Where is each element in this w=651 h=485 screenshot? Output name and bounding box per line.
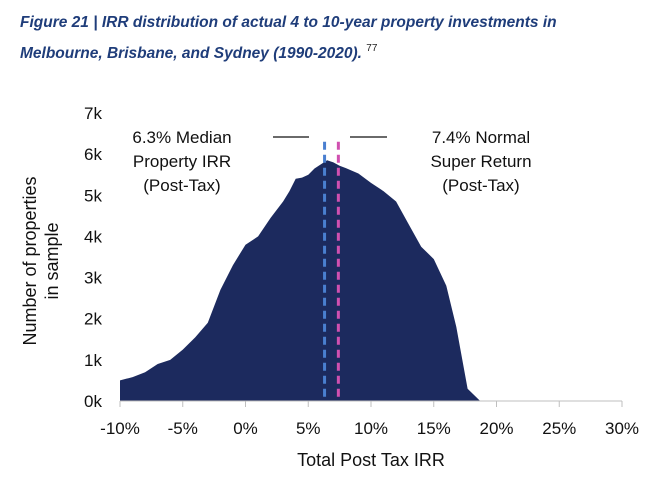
y-axis-title-line: Number of properties	[20, 176, 40, 345]
caption-footnote: 77	[366, 43, 378, 54]
y-tick-label: 0k	[84, 392, 102, 411]
y-tick-label: 3k	[84, 269, 102, 288]
x-axis-title: Total Post Tax IRR	[297, 450, 445, 470]
y-tick-label: 7k	[84, 104, 102, 123]
x-tick-label: -10%	[100, 419, 140, 438]
x-tick-label: 25%	[542, 419, 576, 438]
tick-labels: -10% -5% 0% 5% 10% 15% 20% 25% 30% 0k 1k 2k 3k 4k 5k 6k…	[84, 104, 639, 438]
x-tick-label: 0%	[233, 419, 258, 438]
figure-caption: Figure 21 | IRR distribution of actual 4…	[20, 10, 640, 67]
caption-text: Figure 21 | IRR distribution of actual 4…	[20, 14, 557, 62]
area-series-properties	[120, 160, 491, 401]
median-annotation-line: (Post-Tax)	[143, 176, 220, 195]
x-tick-label: 30%	[605, 419, 639, 438]
y-tick-label: 5k	[84, 186, 102, 205]
x-tick-label: 15%	[417, 419, 451, 438]
x-tick-label: -5%	[168, 419, 198, 438]
y-tick-label: 6k	[84, 145, 102, 164]
y-tick-label: 2k	[84, 310, 102, 329]
x-tick-label: 10%	[354, 419, 388, 438]
annotations: 6.3% Median Property IRR (Post-Tax) 7.4% No…	[132, 128, 531, 195]
super-annotation-line: Super Return	[430, 152, 531, 171]
area-layer	[120, 160, 491, 401]
reference-lines	[323, 141, 340, 401]
x-tick-label: 20%	[479, 419, 513, 438]
super-annotation-line: (Post-Tax)	[442, 176, 519, 195]
y-axis-title-line: in sample	[42, 222, 62, 299]
y-tick-label: 4k	[84, 227, 102, 246]
x-tick-label: 5%	[296, 419, 321, 438]
axes	[119, 400, 623, 407]
median-annotation-line: 6.3% Median	[132, 128, 231, 147]
y-tick-label: 1k	[84, 351, 102, 370]
y-axis-title: Number of properties in sample	[20, 176, 62, 345]
median-annotation-line: Property IRR	[133, 152, 231, 171]
super-annotation-line: 7.4% Normal	[432, 128, 530, 147]
